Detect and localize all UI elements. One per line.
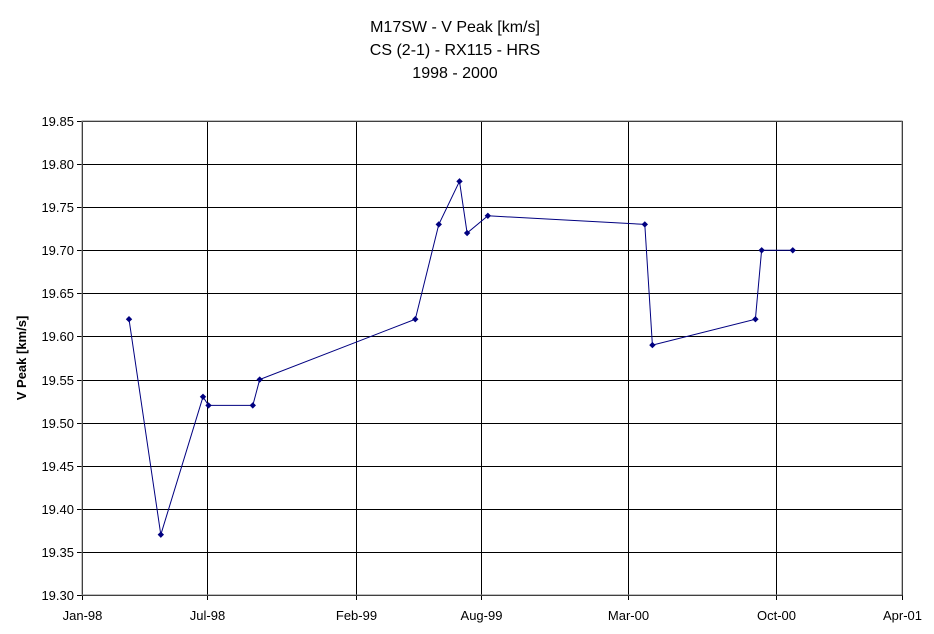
x-tick-label: Apr-01 [883,608,922,623]
y-tick-label: 19.45 [41,459,74,474]
data-point-marker [125,316,133,323]
data-point-marker [484,212,492,219]
chart-title-line-1: M17SW - V Peak [km/s] [370,19,540,36]
chart-title-line-3: 1998 - 2000 [412,65,498,82]
x-tick-label: Mar-00 [608,608,649,623]
data-point-marker [435,221,442,228]
x-tick-label: Oct-00 [757,608,796,623]
x-tick-label: Aug-99 [461,608,503,623]
x-tick-label: Jan-98 [63,608,103,623]
y-tick-label: 19.55 [41,373,74,388]
y-tick-label: 19.35 [41,545,74,560]
plot-area-border [81,120,903,596]
y-tick-label: 19.85 [41,114,74,129]
data-point-marker [463,229,471,237]
data-point-marker [789,247,796,254]
y-axis-tick-labels: 19.30 19.35 19.40 19.45 19.50 19.55 19.60 19.65… [41,114,74,603]
data-point-marker [641,221,648,228]
y-tick-label: 19.75 [41,200,74,215]
data-point-marker [649,341,656,349]
chart-title-line-2: CS (2-1) - RX115 - HRS [370,42,540,59]
y-tick-label: 19.80 [41,157,74,172]
x-axis-tick-labels: Jan-98 Jul-98 Feb-99 Aug-99 Mar-00 Oct-00 Apr-… [63,608,922,623]
y-axis-title: V Peak [km/s] [14,316,29,401]
chart-title: M17SW - V Peak [km/s] CS (2-1) - RX115 -… [370,19,540,82]
data-point-marker [256,376,263,383]
grid-lines [77,121,903,600]
data-point-marker [758,247,765,254]
y-tick-label: 19.30 [41,588,74,603]
x-tick-label: Jul-98 [190,608,225,623]
y-tick-label: 19.40 [41,502,74,517]
data-point-marker [456,178,463,185]
series-v-peak [125,178,796,538]
y-tick-label: 19.65 [41,286,74,301]
data-point-marker [157,531,165,538]
data-point-marker [752,316,759,323]
data-point-marker [249,402,256,409]
data-point-marker [199,393,207,400]
series-line [128,179,793,535]
y-tick-label: 19.50 [41,416,74,431]
y-tick-label: 19.70 [41,243,74,258]
data-point-marker [205,402,212,409]
y-tick-label: 19.60 [41,329,74,344]
data-point-marker [412,316,419,323]
x-tick-label: Feb-99 [336,608,377,623]
